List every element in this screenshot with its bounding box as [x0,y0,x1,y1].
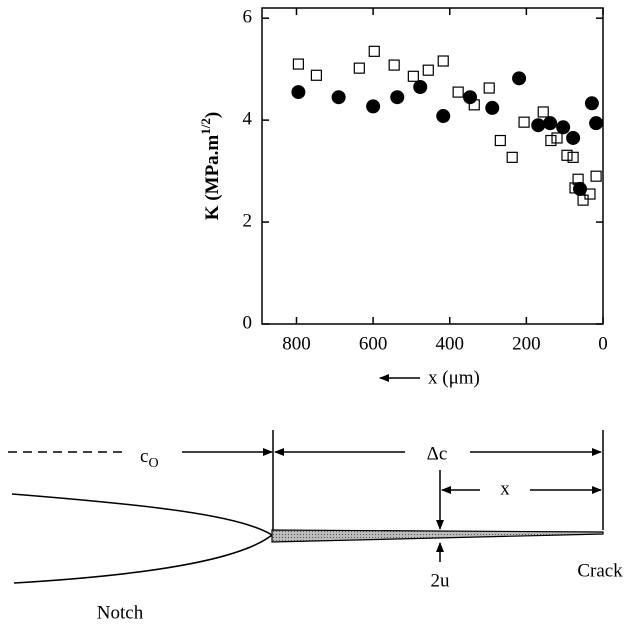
data-point [518,116,530,128]
data-point [436,109,451,124]
diagram: cO Δc x 2u Crack Notch [8,430,623,623]
data-point [331,90,346,105]
y-label-end: ) [202,112,223,118]
x-axis-label: x (μm) [428,367,480,388]
data-point [543,116,558,131]
crack-label: Crack [577,560,623,581]
data-point [551,132,563,144]
delta-c-label: Δc [427,443,448,464]
data-point [437,55,449,67]
y-tick-label: 4 [243,108,253,129]
notch-upper [11,493,273,536]
y-axis-label: K (MPa.m1/2) [198,112,223,220]
x-tick-label: 600 [359,333,388,354]
data-point [545,134,557,147]
data-point [388,59,400,71]
y-label-sup: 1/2 [198,118,213,135]
data-point [577,194,589,206]
data-point [572,173,584,185]
data-point [407,70,419,82]
data-point [569,182,581,194]
data-point [531,118,546,133]
x-tick-label: 400 [435,333,464,354]
data-point [584,188,596,200]
y-tick-label: 6 [243,7,253,28]
notch-lower [13,534,273,584]
x-tick-label: 800 [282,333,311,354]
x-tick-label: 0 [598,333,608,354]
crack [271,529,604,543]
data-point [366,99,381,114]
data-point [368,45,380,57]
data-point [556,120,571,135]
data-point [413,80,428,94]
data-point [422,64,434,76]
data-point [468,99,480,111]
data-point [566,130,581,145]
y-tick-label: 2 [243,210,253,231]
x-label: x [500,478,510,499]
data-point [567,151,579,163]
data-point [506,151,518,163]
y-tick-label: 0 [243,312,253,333]
data-point [292,58,304,70]
two-u-label: 2u [431,570,451,591]
plot-frame [261,7,604,325]
data-point [485,100,500,115]
data-point [584,96,599,111]
data-point [291,85,306,100]
data-point [589,116,604,131]
c-sub: O [148,456,158,471]
data-point [390,90,405,105]
data-point [512,71,527,86]
data-point [494,134,506,147]
data-point [452,86,464,98]
c-main: c [140,446,148,467]
y-label-main: K (MPa.m [202,135,223,221]
c-label: cO [140,446,159,471]
data-point [353,62,365,74]
notch-label: Notch [97,602,144,623]
data-point [310,69,323,81]
data-point [590,170,602,182]
x-tick-label: 200 [512,333,541,354]
data-point [483,82,495,94]
data-point [561,149,573,161]
data-point [537,106,549,118]
